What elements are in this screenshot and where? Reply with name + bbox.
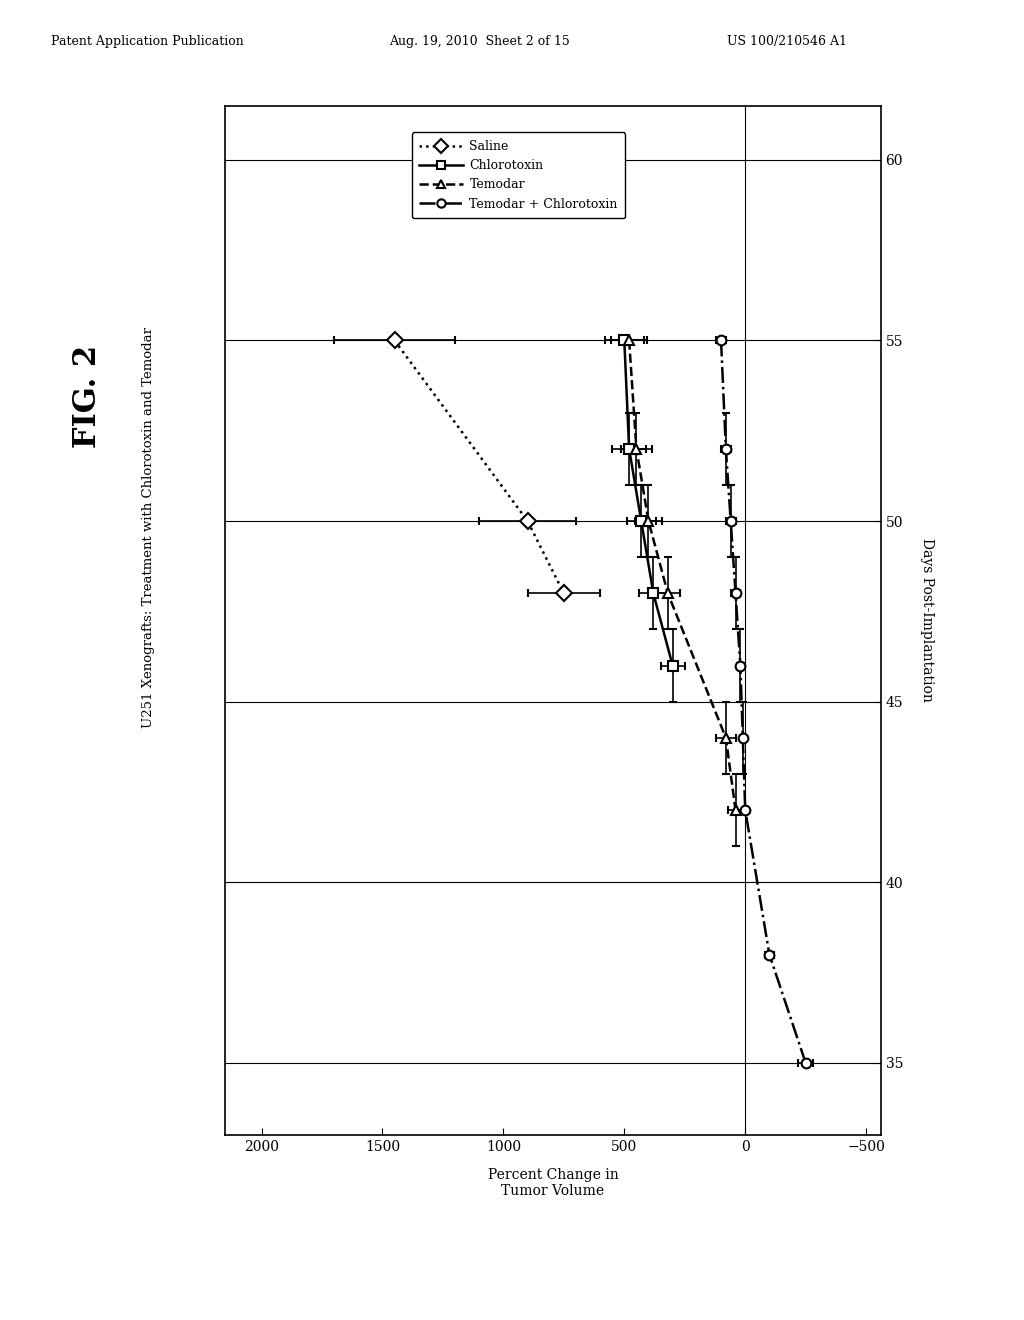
Y-axis label: Days Post-Implantation: Days Post-Implantation — [920, 539, 934, 702]
Legend: Saline, Chlorotoxin, Temodar, Temodar + Chlorotoxin: Saline, Chlorotoxin, Temodar, Temodar + … — [412, 132, 626, 218]
Text: U251 Xenografts: Treatment with Chlorotoxin and Temodar: U251 Xenografts: Treatment with Chloroto… — [142, 327, 155, 729]
Text: US 100/210546 A1: US 100/210546 A1 — [727, 34, 847, 48]
Text: Patent Application Publication: Patent Application Publication — [51, 34, 244, 48]
Text: FIG. 2: FIG. 2 — [72, 345, 102, 447]
Text: Aug. 19, 2010  Sheet 2 of 15: Aug. 19, 2010 Sheet 2 of 15 — [389, 34, 570, 48]
X-axis label: Percent Change in
Tumor Volume: Percent Change in Tumor Volume — [487, 1168, 618, 1199]
